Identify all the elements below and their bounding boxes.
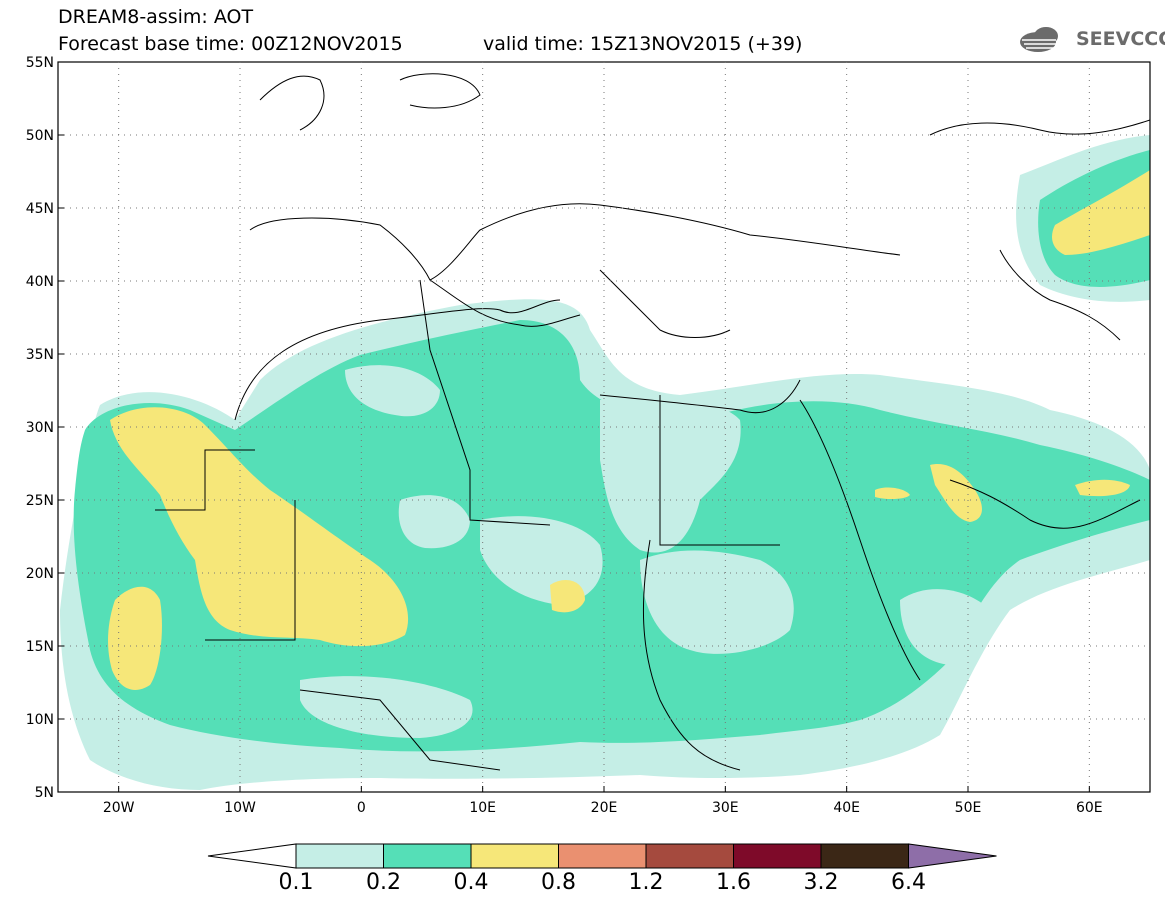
colorbar-label: 0.2 (366, 870, 401, 895)
colorbar-over-triangle (908, 843, 997, 869)
lon-label: 50E (955, 800, 982, 816)
lon-label: 40E (833, 800, 860, 816)
colorbar-segment (470, 843, 559, 869)
colorbar-segment (558, 843, 647, 869)
map-title: DREAM8-assim: AOT (58, 6, 254, 28)
colorbar (207, 843, 997, 869)
latitude-labels: 55N 50N 45N 40N 35N 30N 25N 20N 15N 10N 5N (26, 55, 64, 801)
colorbar-label: 0.4 (453, 870, 489, 895)
lat-label: 20N (26, 566, 54, 582)
colorbar-segment (645, 843, 734, 869)
colorbar-segment (295, 843, 384, 869)
lat-label: 40N (26, 274, 54, 290)
colorbar-segment (820, 843, 909, 869)
colorbar-under-triangle (207, 843, 297, 869)
aot-contours (60, 135, 1150, 790)
colorbar-segment (383, 843, 472, 869)
lat-label: 35N (26, 347, 54, 363)
lon-label: 30E (712, 800, 739, 816)
aot-holes-light (300, 365, 991, 738)
colorbar-label: 6.4 (891, 870, 926, 895)
lon-label: 10W (224, 800, 256, 816)
seevccc-logo: SEEVCCC (1076, 28, 1165, 50)
lat-label: 5N (35, 785, 54, 801)
colorbar-label: 1.6 (716, 870, 751, 895)
cloud-icon (1020, 27, 1058, 52)
forecast-base-time: Forecast base time: 00Z12NOV2015 (58, 33, 403, 55)
lat-label: 10N (26, 712, 54, 728)
graticule (58, 62, 1150, 792)
lat-label: 25N (26, 493, 54, 509)
lat-label: 55N (26, 55, 54, 71)
lon-label: 10E (469, 800, 496, 816)
lon-label: 20E (591, 800, 618, 816)
lat-label: 45N (26, 201, 54, 217)
colorbar-segment (733, 843, 822, 869)
colorbar-label: 3.2 (803, 870, 839, 895)
longitude-labels: 20W 10W 0 10E 20E 30E 40E 50E 60E (103, 786, 1103, 816)
lat-label: 15N (26, 639, 54, 655)
lat-label: 30N (26, 420, 54, 436)
colorbar-label: 0.8 (541, 870, 576, 895)
aot-band-04 (108, 170, 1150, 690)
colorbar-label: 1.2 (628, 870, 664, 895)
lon-label: 0 (357, 800, 366, 816)
coastlines (155, 73, 1150, 771)
lat-label: 50N (26, 128, 54, 144)
colorbar-label: 0.1 (278, 870, 314, 895)
lon-label: 60E (1076, 800, 1103, 816)
lon-label: 20W (103, 800, 135, 816)
valid-time: valid time: 15Z13NOV2015 (+39) (483, 33, 803, 55)
